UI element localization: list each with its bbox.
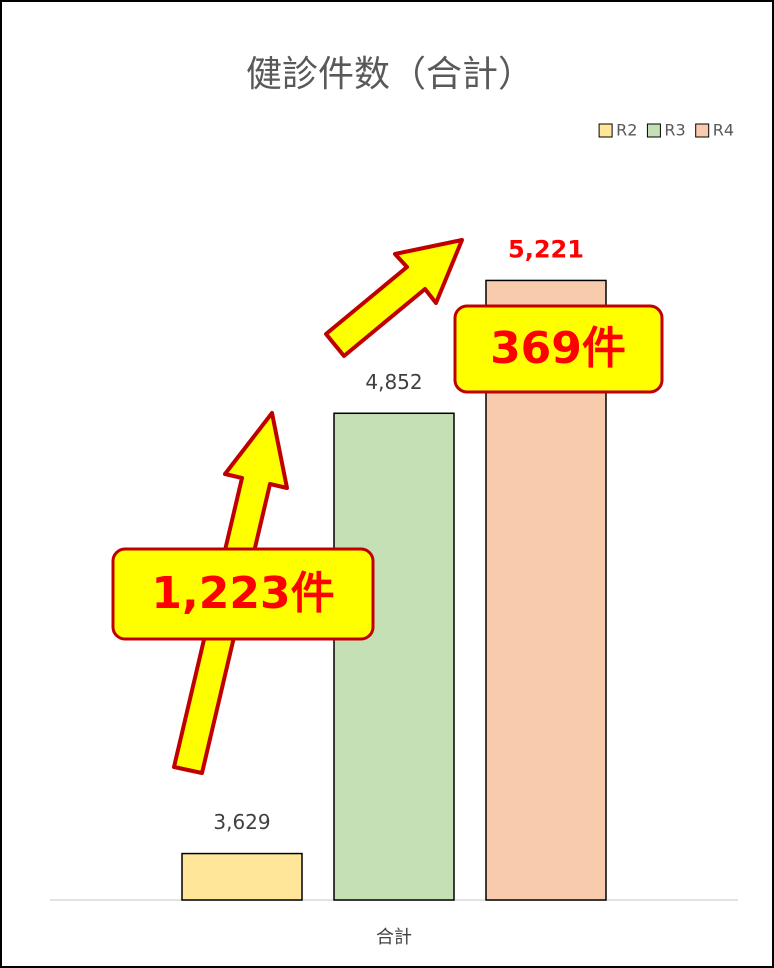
legend-label: R4 <box>713 121 734 140</box>
legend-swatch <box>598 123 613 138</box>
chart-title: 健診件数（合計） <box>246 54 534 95</box>
arrow <box>324 238 464 358</box>
legend-swatch <box>695 123 710 138</box>
annotation: 369件 <box>490 323 626 374</box>
legend-label: R3 <box>664 121 685 140</box>
x-tick-label: 合計 <box>376 927 412 948</box>
annotation: 1,223件 <box>151 568 334 619</box>
data-label: 5,221 <box>508 235 584 263</box>
data-label: 3,629 <box>213 810 270 834</box>
annotation-box <box>453 304 664 394</box>
data-label: 4,852 <box>365 370 422 394</box>
legend-swatch <box>646 123 661 138</box>
legend-label: R2 <box>616 121 637 140</box>
bar <box>333 412 455 901</box>
annotation-box <box>111 547 375 641</box>
bar <box>181 852 303 901</box>
